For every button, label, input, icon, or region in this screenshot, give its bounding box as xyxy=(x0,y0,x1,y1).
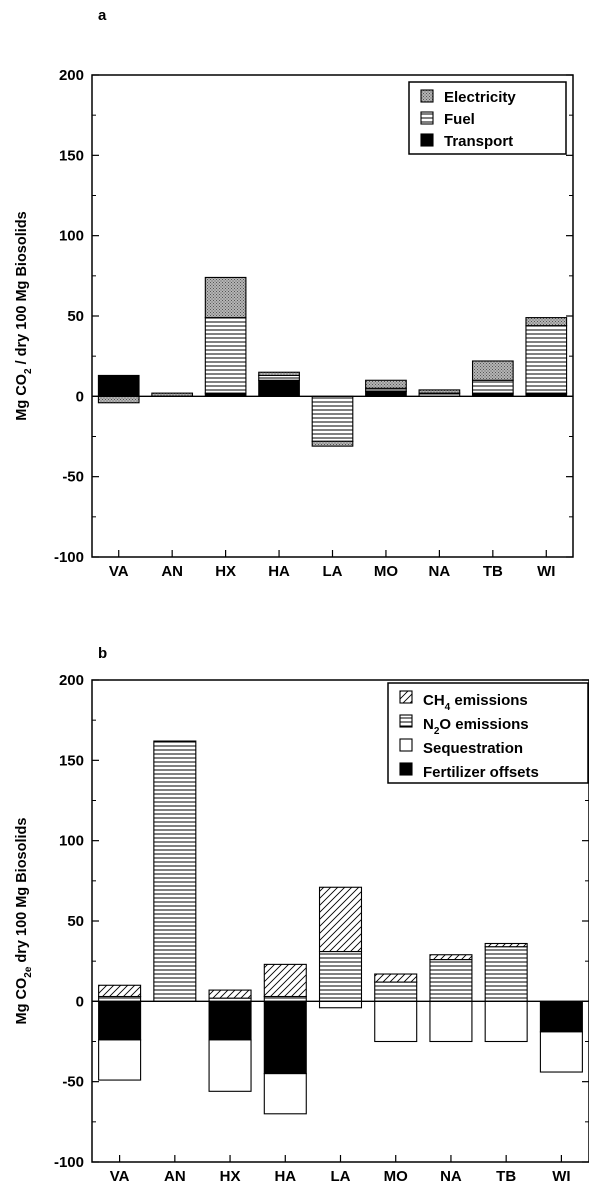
x-tick-label: LA xyxy=(323,563,343,580)
x-tick-label: HX xyxy=(215,563,236,580)
x-tick-label: NA xyxy=(429,563,451,580)
y-tick-label: 150 xyxy=(59,147,84,164)
y-axis-title: Mg CO2e dry 100 Mg Biosolids xyxy=(14,818,34,1025)
y-tick-label: -50 xyxy=(62,1074,84,1091)
bar-hx-sequestration xyxy=(208,1039,252,1092)
y-tick-label: 200 xyxy=(59,672,84,689)
y-tick-label: -100 xyxy=(54,549,84,566)
bar-hx-fertilizer-offsets xyxy=(208,1000,252,1041)
y-tick-label: 0 xyxy=(76,993,84,1010)
x-tick-label: AN xyxy=(164,1168,186,1185)
legend-label: Fertilizer offsets xyxy=(423,764,539,781)
bar-tb-sequestration xyxy=(484,1000,528,1043)
legend-swatch xyxy=(420,111,434,125)
bar-ha-electricity xyxy=(258,371,300,376)
y-tick-label: 50 xyxy=(67,308,84,325)
bar-la-electricity xyxy=(311,440,354,447)
bar-wi-electricity xyxy=(525,317,568,327)
legend-label: N2O emissions xyxy=(423,716,529,737)
x-tick-label: WI xyxy=(552,1168,570,1185)
legend-label: Transport xyxy=(444,133,513,150)
x-tick-label: NA xyxy=(440,1168,462,1185)
legend-label: CH4 emissions xyxy=(423,692,528,713)
y-tick-label: 200 xyxy=(59,67,84,84)
bar-na-sequestration xyxy=(429,1000,473,1043)
legend-box xyxy=(408,81,567,155)
bar-va-ch4-emissions xyxy=(98,984,142,998)
legend-swatch xyxy=(420,89,434,103)
x-tick-label: LA xyxy=(331,1168,351,1185)
legend-label: Sequestration xyxy=(423,740,523,757)
legend-swatch xyxy=(399,738,413,752)
x-tick-label: MO xyxy=(384,1168,408,1185)
legend-swatch xyxy=(399,762,413,776)
panel-label: a xyxy=(98,7,107,24)
legend-label: Fuel xyxy=(444,111,475,128)
bar-ha-fertilizer-offsets xyxy=(263,1000,307,1075)
bar-hx-ch4-emissions xyxy=(208,989,252,999)
bar-ha-transport xyxy=(258,379,300,397)
x-tick-label: VA xyxy=(110,1168,130,1185)
y-tick-label: 50 xyxy=(67,913,84,930)
bar-wi-fertilizer-offsets xyxy=(539,1000,583,1033)
bar-ha-fuel xyxy=(258,374,300,381)
x-tick-label: WI xyxy=(537,563,555,580)
bar-va-fertilizer-offsets xyxy=(98,1000,142,1041)
bar-tb-electricity xyxy=(471,360,514,381)
bar-an-n2o-emissions xyxy=(153,740,197,1002)
legend-swatch xyxy=(399,690,413,704)
bar-mo-electricity xyxy=(365,379,407,389)
x-tick-label: HX xyxy=(220,1168,241,1185)
panel-label: b xyxy=(98,645,107,662)
bar-mo-n2o-emissions xyxy=(374,981,418,1002)
bar-ha-n2o-emissions xyxy=(263,995,307,1002)
y-tick-label: 100 xyxy=(59,228,84,245)
bar-va-sequestration xyxy=(98,1039,142,1081)
bar-va-electricity xyxy=(97,395,140,404)
legend-swatch xyxy=(399,714,413,728)
x-tick-label: TB xyxy=(496,1168,516,1185)
bar-tb-n2o-emissions xyxy=(484,946,528,1002)
bar-va-n2o-emissions xyxy=(98,995,142,1002)
x-tick-label: HA xyxy=(268,563,290,580)
y-tick-label: 0 xyxy=(76,388,84,405)
bar-na-n2o-emissions xyxy=(429,959,473,1002)
bar-mo-sequestration xyxy=(374,1000,418,1043)
x-tick-label: MO xyxy=(374,563,398,580)
bar-va-transport xyxy=(97,374,140,397)
bar-la-n2o-emissions xyxy=(318,950,363,1002)
bar-hx-fuel xyxy=(204,317,247,394)
x-tick-label: VA xyxy=(109,563,129,580)
x-tick-label: HA xyxy=(274,1168,296,1185)
y-tick-label: 150 xyxy=(59,752,84,769)
y-tick-label: -50 xyxy=(62,469,84,486)
bar-mo-ch4-emissions xyxy=(374,973,418,983)
bar-la-sequestration xyxy=(318,1000,363,1009)
y-tick-label: -100 xyxy=(54,1154,84,1171)
chart-b: b -100 -50 0 50 100 150 200 VA AN HX HA LA MO NA TB WI Mg… xyxy=(14,645,589,1185)
bar-na-ch4-emissions xyxy=(429,954,473,961)
legend-label: Electricity xyxy=(444,89,516,106)
x-tick-label: TB xyxy=(483,563,503,580)
bar-mo-transport xyxy=(365,390,407,397)
x-tick-label: AN xyxy=(161,563,183,580)
bar-wi-sequestration xyxy=(539,1031,583,1073)
y-tick-label: 100 xyxy=(59,833,84,850)
bar-tb-ch4-emissions xyxy=(484,942,528,948)
bar-ha-ch4-emissions xyxy=(263,963,307,998)
chart-a: a -100 -50 0 50 100 150 200 VA AN HX HA LA MO NA TB WI Mg… xyxy=(14,7,574,580)
bar-hx-electricity xyxy=(204,276,247,319)
bar-tb-fuel xyxy=(471,379,514,394)
bar-la-fuel xyxy=(311,395,354,442)
bar-la-ch4-emissions xyxy=(318,886,363,953)
y-axis-title: Mg CO2 / dry 100 Mg Biosolids xyxy=(14,211,34,420)
legend-swatch xyxy=(420,133,434,147)
bar-na-electricity xyxy=(418,389,461,394)
bar-wi-fuel xyxy=(525,325,568,394)
bar-ha-sequestration xyxy=(263,1073,307,1115)
legend-box xyxy=(387,682,589,784)
